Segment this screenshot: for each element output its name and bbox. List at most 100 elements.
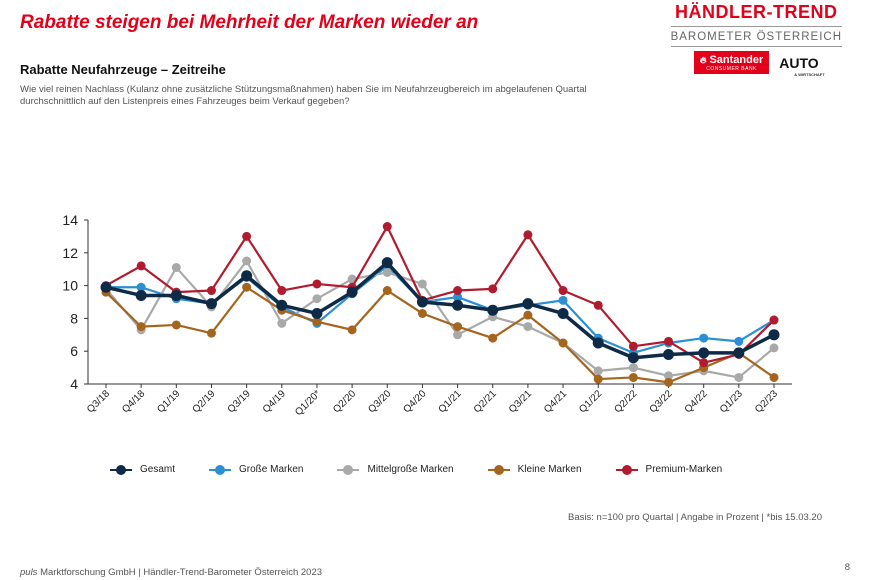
data-point <box>382 222 392 232</box>
brand-title: HÄNDLER-TREND <box>675 2 838 22</box>
auto-label: AUTO <box>779 54 819 71</box>
data-point <box>382 286 392 296</box>
data-point <box>523 322 533 332</box>
data-point <box>170 289 182 301</box>
data-point <box>312 294 322 304</box>
data-point <box>206 328 216 338</box>
data-point <box>699 333 709 343</box>
data-point <box>488 333 498 343</box>
data-point <box>416 296 428 308</box>
data-point <box>452 299 464 311</box>
data-point <box>628 372 638 382</box>
data-point <box>663 348 675 360</box>
data-point <box>488 284 498 294</box>
y-tick-label: 10 <box>62 278 78 294</box>
x-tick-label: Q2/21 <box>472 388 499 415</box>
page-headline: Rabatte steigen bei Mehrheit der Marken … <box>20 12 479 33</box>
series-line <box>105 286 775 384</box>
x-tick-label: Q2/23 <box>753 388 780 415</box>
y-tick-label: 8 <box>70 310 78 326</box>
x-tick-label: Q2/20 <box>331 388 358 415</box>
x-tick-label: Q2/19 <box>191 388 218 415</box>
brand-logo-block: HÄNDLER-TREND BAROMETER ÖSTERREICH 🔥︎ San… <box>670 2 842 77</box>
legend-item: Große Marken <box>209 464 303 475</box>
data-point <box>522 298 534 310</box>
series-line <box>105 225 775 364</box>
data-point <box>453 292 463 302</box>
data-point <box>664 377 674 387</box>
data-point <box>558 295 568 305</box>
legend-swatch <box>110 464 132 475</box>
legend-label: Premium-Marken <box>645 464 723 475</box>
legend-item: Kleine Marken <box>487 464 582 475</box>
footer-brand: puls <box>20 567 38 578</box>
chart-title: Rabatte Neufahrzeuge – Zeitreihe <box>20 62 226 77</box>
legend-swatch <box>615 464 638 475</box>
data-point <box>135 289 147 301</box>
x-tick-label: Q4/20 <box>401 388 428 415</box>
x-tick-label: Q1/22 <box>577 388 604 415</box>
data-point <box>312 317 322 327</box>
survey-question: Wie viel reinen Nachlass (Kulanz ohne zu… <box>20 84 587 107</box>
data-point <box>242 256 252 266</box>
data-point <box>136 282 146 292</box>
santander-sub-label: CONSUMER BANK <box>706 66 757 72</box>
y-tick-label: 6 <box>70 343 78 359</box>
data-point <box>592 337 604 349</box>
data-point <box>100 281 112 293</box>
x-tick-label: Q1/21 <box>437 388 464 415</box>
data-point <box>628 363 638 373</box>
data-point <box>312 279 322 289</box>
data-point <box>453 322 463 332</box>
santander-logo: 🔥︎ Santander CONSUMER BANK <box>693 51 770 74</box>
data-point <box>487 304 499 316</box>
data-point <box>523 230 533 240</box>
x-tick-label: Q3/19 <box>226 388 253 415</box>
data-point <box>627 352 639 364</box>
data-point <box>346 286 358 298</box>
data-point <box>417 308 427 318</box>
data-point <box>664 371 674 381</box>
x-tick-label: Q4/21 <box>542 388 569 415</box>
data-point <box>769 343 779 353</box>
brand-divider <box>670 46 842 47</box>
legend-label: Gesamt <box>140 464 176 475</box>
data-point <box>769 315 779 325</box>
data-point <box>593 374 603 384</box>
x-tick-label: Q4/22 <box>683 388 710 415</box>
data-point <box>347 325 357 335</box>
page-number: 8 <box>844 562 850 573</box>
footer-text: Marktforschung GmbH | Händler-Trend-Baro… <box>37 567 323 578</box>
data-point <box>769 372 779 382</box>
legend-marker <box>621 464 632 475</box>
data-point <box>241 270 253 282</box>
data-point <box>206 286 216 296</box>
auto-wirtschaft-logo: AUTO & WIRTSCHAFT <box>779 54 824 77</box>
legend-marker <box>215 464 226 475</box>
data-point <box>276 299 288 311</box>
brand-subtitle: BAROMETER ÖSTERREICH <box>670 31 842 43</box>
legend-marker <box>116 464 126 475</box>
legend-item: Mittelgroße Marken <box>337 464 454 475</box>
data-point <box>593 300 603 310</box>
y-tick-label: 4 <box>70 376 78 392</box>
data-point <box>558 286 568 296</box>
data-point <box>664 336 674 346</box>
data-point <box>136 261 146 271</box>
legend-label: Mittelgroße Marken <box>367 464 454 475</box>
data-point <box>768 329 780 341</box>
data-point <box>453 330 463 340</box>
legend-swatch <box>209 464 232 475</box>
y-tick-label: 14 <box>62 212 78 228</box>
data-point <box>523 310 533 320</box>
footer: puls Marktforschung GmbH | Händler-Trend… <box>20 567 322 578</box>
data-point <box>698 347 710 359</box>
x-tick-label: Q4/18 <box>120 388 147 415</box>
data-point <box>242 231 252 241</box>
brand-divider <box>670 26 842 27</box>
x-tick-label: Q1/19 <box>155 388 182 415</box>
legend-marker <box>343 464 354 475</box>
x-tick-label: Q1/20* <box>293 388 323 418</box>
data-point <box>171 263 181 273</box>
